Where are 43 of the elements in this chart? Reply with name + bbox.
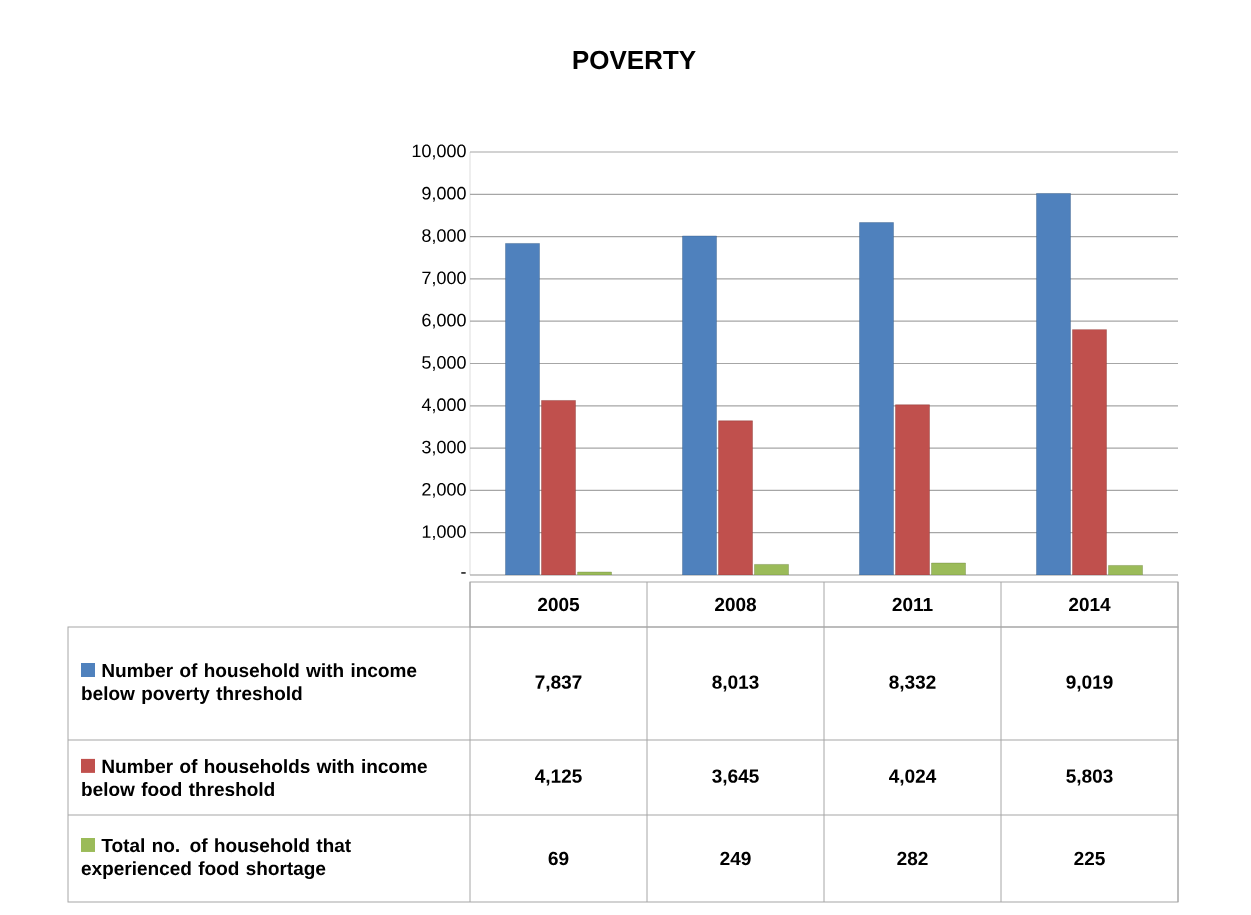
y-tick-label: 1,000 bbox=[422, 525, 466, 541]
bar bbox=[1072, 329, 1107, 575]
y-tick-label: 6,000 bbox=[422, 313, 466, 329]
data-label: 249 bbox=[720, 851, 751, 866]
data-label: 282 bbox=[897, 851, 928, 866]
x-tick-label: 2008 bbox=[715, 597, 757, 612]
x-tick-label: 2011 bbox=[892, 597, 933, 612]
y-tick-label: 8,000 bbox=[422, 229, 466, 245]
y-tick-label: 5,000 bbox=[422, 356, 466, 371]
bar bbox=[754, 564, 789, 575]
data-label: 4,024 bbox=[889, 769, 937, 786]
bar bbox=[505, 243, 540, 575]
legend-label: Number of households with income below food threshold bbox=[82, 759, 427, 797]
y-tick-label: - bbox=[461, 572, 466, 574]
y-tick-label: 4,000 bbox=[421, 398, 466, 414]
x-tick-label: 2014 bbox=[1069, 597, 1111, 612]
bar bbox=[682, 235, 717, 575]
data-label: 4,125 bbox=[535, 769, 582, 786]
bar bbox=[541, 400, 576, 575]
data-label: 5,803 bbox=[1066, 769, 1113, 786]
bar bbox=[577, 571, 612, 575]
y-tick-label: 3,000 bbox=[422, 440, 466, 456]
chart-title: POVERTY bbox=[573, 50, 696, 70]
x-tick-label: 2005 bbox=[538, 597, 580, 612]
data-label: 225 bbox=[1074, 851, 1105, 866]
data-label: 7,837 bbox=[535, 675, 582, 692]
legend-label: Number of household with income below poverty threshold bbox=[82, 663, 417, 704]
data-label: 3,645 bbox=[712, 769, 759, 786]
data-label: 9,019 bbox=[1066, 675, 1113, 692]
bar bbox=[859, 222, 894, 575]
bar bbox=[895, 404, 930, 575]
bar bbox=[718, 420, 753, 575]
bar bbox=[1108, 565, 1143, 575]
bar bbox=[931, 562, 966, 575]
legend-label: Total no. of household that experienced food shortage bbox=[81, 838, 351, 879]
y-tick-label: 9,000 bbox=[422, 186, 466, 202]
bar bbox=[1036, 193, 1071, 575]
data-label: 69 bbox=[548, 851, 569, 866]
data-label: 8,013 bbox=[712, 675, 759, 692]
y-tick-label: 7,000 bbox=[422, 271, 466, 287]
data-label: 8,332 bbox=[889, 675, 936, 692]
y-tick-label: 2,000 bbox=[422, 482, 466, 498]
y-tick-label: 10,000 bbox=[412, 144, 466, 160]
